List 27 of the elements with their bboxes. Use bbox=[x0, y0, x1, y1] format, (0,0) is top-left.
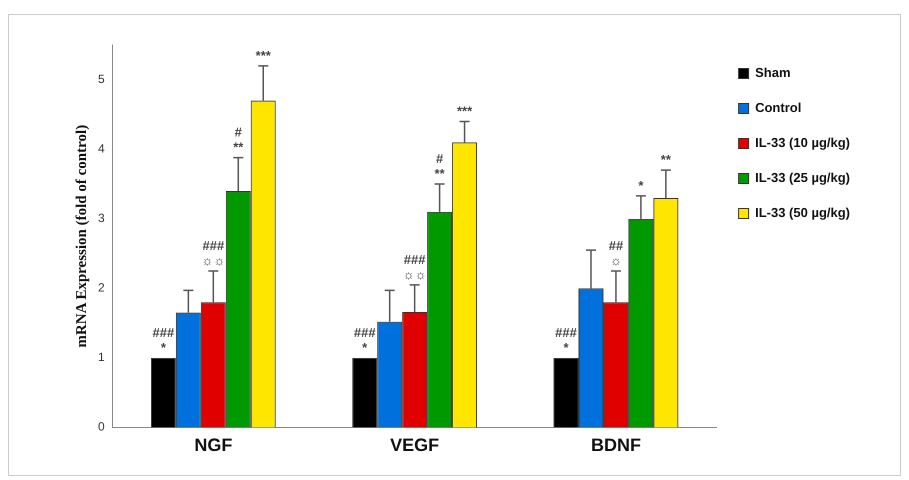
data-label: ** bbox=[660, 152, 672, 168]
legend-label: IL-33 (10 µg/kg) bbox=[755, 135, 850, 150]
legend-label: Control bbox=[755, 100, 802, 116]
data-label: ## ☼ bbox=[608, 238, 624, 268]
legend-label: Sham bbox=[755, 65, 791, 80]
y-tick-label: 0 bbox=[98, 420, 105, 434]
x-tick-label: BDNF bbox=[590, 435, 641, 456]
y-tick-label: 4 bbox=[98, 142, 105, 156]
data-label: *** bbox=[256, 48, 272, 63]
x-tick-label: NGF bbox=[194, 435, 232, 456]
data-label: ### ☼☼ bbox=[201, 238, 226, 268]
data-label: # ** bbox=[233, 124, 244, 155]
data-label: ### * bbox=[354, 324, 376, 355]
y-axis-title: mRNA Expression (fold of control) bbox=[74, 124, 90, 348]
data-label: * bbox=[638, 178, 644, 193]
legend-label: IL-33 (50 µg/kg) bbox=[755, 205, 850, 220]
data-label: # ** bbox=[434, 151, 446, 182]
legend-label: IL-33 (25 µg/kg) bbox=[755, 170, 850, 186]
y-tick-label: 5 bbox=[98, 72, 105, 86]
data-label: *** bbox=[456, 104, 474, 119]
x-tick-label: VEGF bbox=[390, 435, 440, 456]
y-tick-label: 1 bbox=[98, 350, 105, 364]
data-label: ### ☼☼ bbox=[402, 252, 427, 282]
y-tick-label: 3 bbox=[98, 211, 105, 226]
data-label: ### * bbox=[152, 324, 176, 355]
y-tick-label: 2 bbox=[98, 280, 105, 295]
data-label: ### * bbox=[555, 324, 578, 355]
